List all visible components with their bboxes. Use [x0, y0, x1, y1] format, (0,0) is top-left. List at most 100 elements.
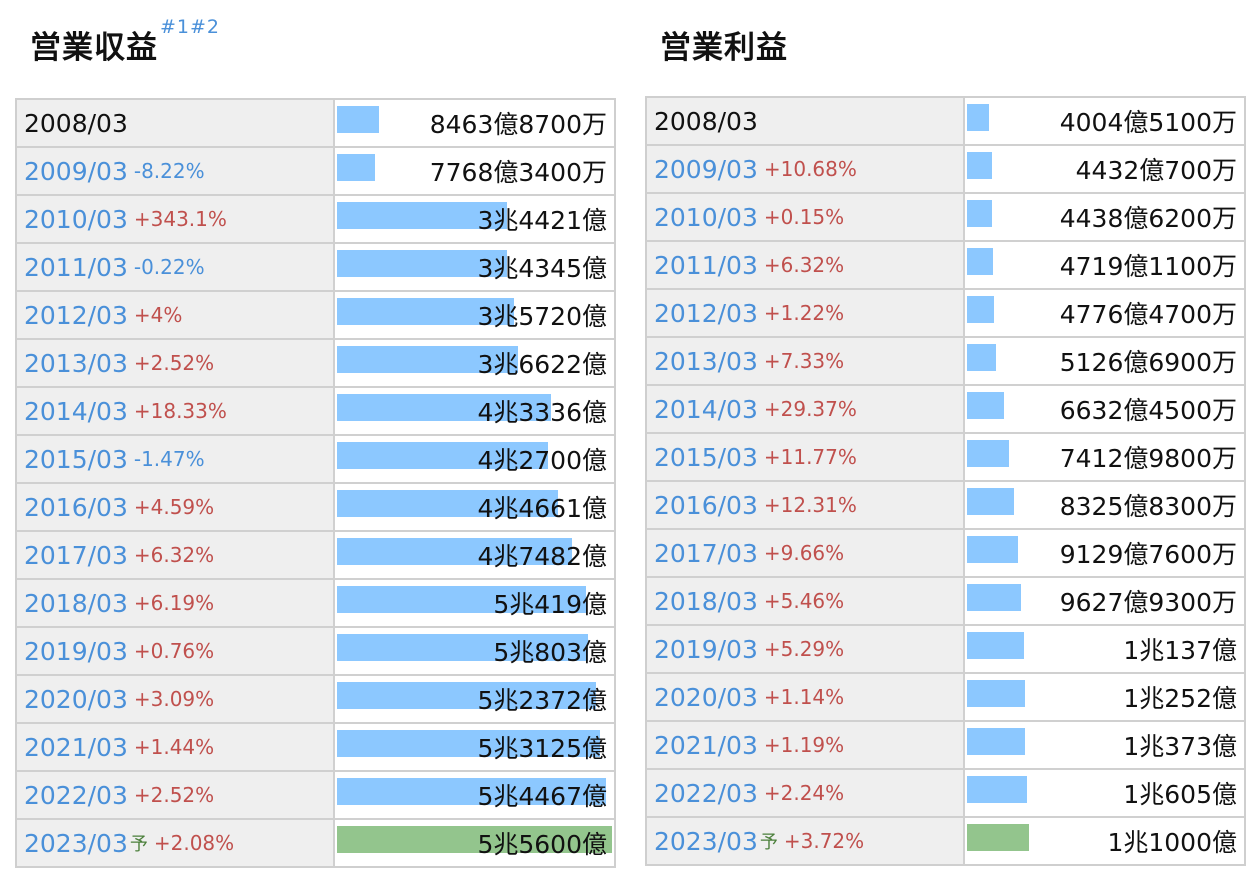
value-label: 4兆4661億 — [477, 494, 607, 523]
period-label[interactable]: 2019/03 — [24, 636, 128, 666]
table-row: 2013/03 +7.33% 5126億6900万 — [647, 338, 1244, 386]
period-label[interactable]: 2021/03 — [654, 730, 758, 760]
period-label[interactable]: 2022/03 — [654, 778, 758, 808]
table-row: 2020/03 +3.09% 5兆2372億 — [17, 676, 614, 724]
revenue-title-notes[interactable]: #1#2 — [160, 16, 221, 38]
value-bar — [337, 298, 514, 325]
table-row: 2014/03 +18.33% 4兆3336億 — [17, 388, 614, 436]
period-label[interactable]: 2018/03 — [654, 586, 758, 616]
table-row: 2020/03 +1.14% 1兆252億 — [647, 674, 1244, 722]
value-cell: 4776億4700万 — [967, 290, 1244, 336]
value-bar — [967, 440, 1009, 467]
period-label[interactable]: 2015/03 — [24, 444, 128, 474]
period-label[interactable]: 2017/03 — [24, 540, 128, 570]
value-label: 3兆4421億 — [477, 206, 607, 235]
yoy-change: +4% — [133, 303, 183, 327]
value-cell: 3兆4345億 — [337, 244, 614, 290]
period-cell: 2010/03 +343.1% — [17, 196, 335, 242]
period-label[interactable]: 2022/03 — [24, 780, 128, 810]
value-label: 5兆2372億 — [477, 686, 607, 715]
period-label: 2008/03 — [24, 108, 128, 138]
period-label[interactable]: 2013/03 — [654, 346, 758, 376]
yoy-change: -0.22% — [133, 255, 205, 279]
yoy-change: +5.46% — [763, 589, 845, 613]
period-label[interactable]: 2014/03 — [654, 394, 758, 424]
yoy-change: +2.52% — [133, 783, 215, 807]
value-bar — [337, 586, 586, 613]
period-label[interactable]: 2012/03 — [24, 300, 128, 330]
period-label[interactable]: 2016/03 — [654, 490, 758, 520]
period-label[interactable]: 2020/03 — [654, 682, 758, 712]
period-label[interactable]: 2016/03 — [24, 492, 128, 522]
value-cell: 1兆252億 — [967, 674, 1244, 720]
period-label[interactable]: 2023/03 — [654, 826, 758, 856]
yoy-change: +0.15% — [763, 205, 845, 229]
period-label[interactable]: 2017/03 — [654, 538, 758, 568]
period-label[interactable]: 2018/03 — [24, 588, 128, 618]
value-label: 5兆4467億 — [477, 782, 607, 811]
period-label[interactable]: 2011/03 — [654, 250, 758, 280]
yoy-change: +343.1% — [133, 207, 227, 231]
table-row: 2021/03 +1.19% 1兆373億 — [647, 722, 1244, 770]
forecast-bar — [337, 826, 612, 853]
value-label: 1兆137億 — [1123, 636, 1237, 665]
period-cell: 2022/03 +2.52% — [17, 772, 335, 818]
value-bar — [967, 296, 994, 323]
value-label: 4776億4700万 — [1059, 300, 1237, 329]
yoy-change: +9.66% — [763, 541, 845, 565]
table-row: 2016/03 +12.31% 8325億8300万 — [647, 482, 1244, 530]
period-label[interactable]: 2012/03 — [654, 298, 758, 328]
value-label: 7412億9800万 — [1059, 444, 1237, 473]
operating-income-title-text: 営業利益 — [660, 30, 788, 66]
period-label[interactable]: 2021/03 — [24, 732, 128, 762]
yoy-change: +12.31% — [763, 493, 857, 517]
period-label[interactable]: 2010/03 — [24, 204, 128, 234]
period-label[interactable]: 2020/03 — [24, 684, 128, 714]
table-row: 2017/03 +6.32% 4兆7482億 — [17, 532, 614, 580]
table-row: 2019/03 +0.76% 5兆803億 — [17, 628, 614, 676]
value-bar — [967, 344, 996, 371]
value-label: 4432億700万 — [1075, 156, 1237, 185]
forecast-mark: 予 — [129, 834, 148, 855]
value-label: 3兆6622億 — [477, 350, 607, 379]
period-cell: 2021/03 +1.19% — [647, 722, 965, 768]
table-row: 2014/03 +29.37% 6632億4500万 — [647, 386, 1244, 434]
period-label[interactable]: 2011/03 — [24, 252, 128, 282]
value-label: 4兆7482億 — [477, 542, 607, 571]
table-row: 2011/03 -0.22% 3兆4345億 — [17, 244, 614, 292]
period-cell: 2013/03 +2.52% — [17, 340, 335, 386]
yoy-change: +5.29% — [763, 637, 845, 661]
value-bar — [337, 154, 375, 181]
value-cell: 3兆6622億 — [337, 340, 614, 386]
table-row: 2010/03 +0.15% 4438億6200万 — [647, 194, 1244, 242]
yoy-change: +1.19% — [763, 733, 845, 757]
period-cell: 2011/03 -0.22% — [17, 244, 335, 290]
table-row: 2023/03 予 +2.08% 5兆5600億 — [17, 820, 614, 866]
value-cell: 1兆605億 — [967, 770, 1244, 816]
period-label[interactable]: 2010/03 — [654, 202, 758, 232]
yoy-change: +18.33% — [133, 399, 227, 423]
period-label[interactable]: 2009/03 — [654, 154, 758, 184]
forecast-mark: 予 — [759, 832, 778, 853]
table-row: 2009/03 -8.22% 7768億3400万 — [17, 148, 614, 196]
value-bar — [337, 634, 588, 661]
period-label[interactable]: 2015/03 — [654, 442, 758, 472]
table-row: 2010/03 +343.1% 3兆4421億 — [17, 196, 614, 244]
period-label[interactable]: 2019/03 — [654, 634, 758, 664]
table-row: 2018/03 +6.19% 5兆419億 — [17, 580, 614, 628]
period-label: 2008/03 — [654, 106, 758, 136]
value-label: 8463億8700万 — [429, 110, 607, 139]
period-label[interactable]: 2023/03 — [24, 828, 128, 858]
value-label: 4438億6200万 — [1059, 204, 1237, 233]
value-cell: 4438億6200万 — [967, 194, 1244, 240]
period-label[interactable]: 2013/03 — [24, 348, 128, 378]
value-cell: 4004億5100万 — [967, 98, 1244, 144]
value-bar — [337, 490, 558, 517]
period-label[interactable]: 2009/03 — [24, 156, 128, 186]
value-label: 3兆4345億 — [477, 254, 607, 283]
operating-income-title: 営業利益 — [660, 22, 788, 67]
value-label: 9627億9300万 — [1059, 588, 1237, 617]
period-label[interactable]: 2014/03 — [24, 396, 128, 426]
period-cell: 2016/03 +4.59% — [17, 484, 335, 530]
value-label: 9129億7600万 — [1059, 540, 1237, 569]
